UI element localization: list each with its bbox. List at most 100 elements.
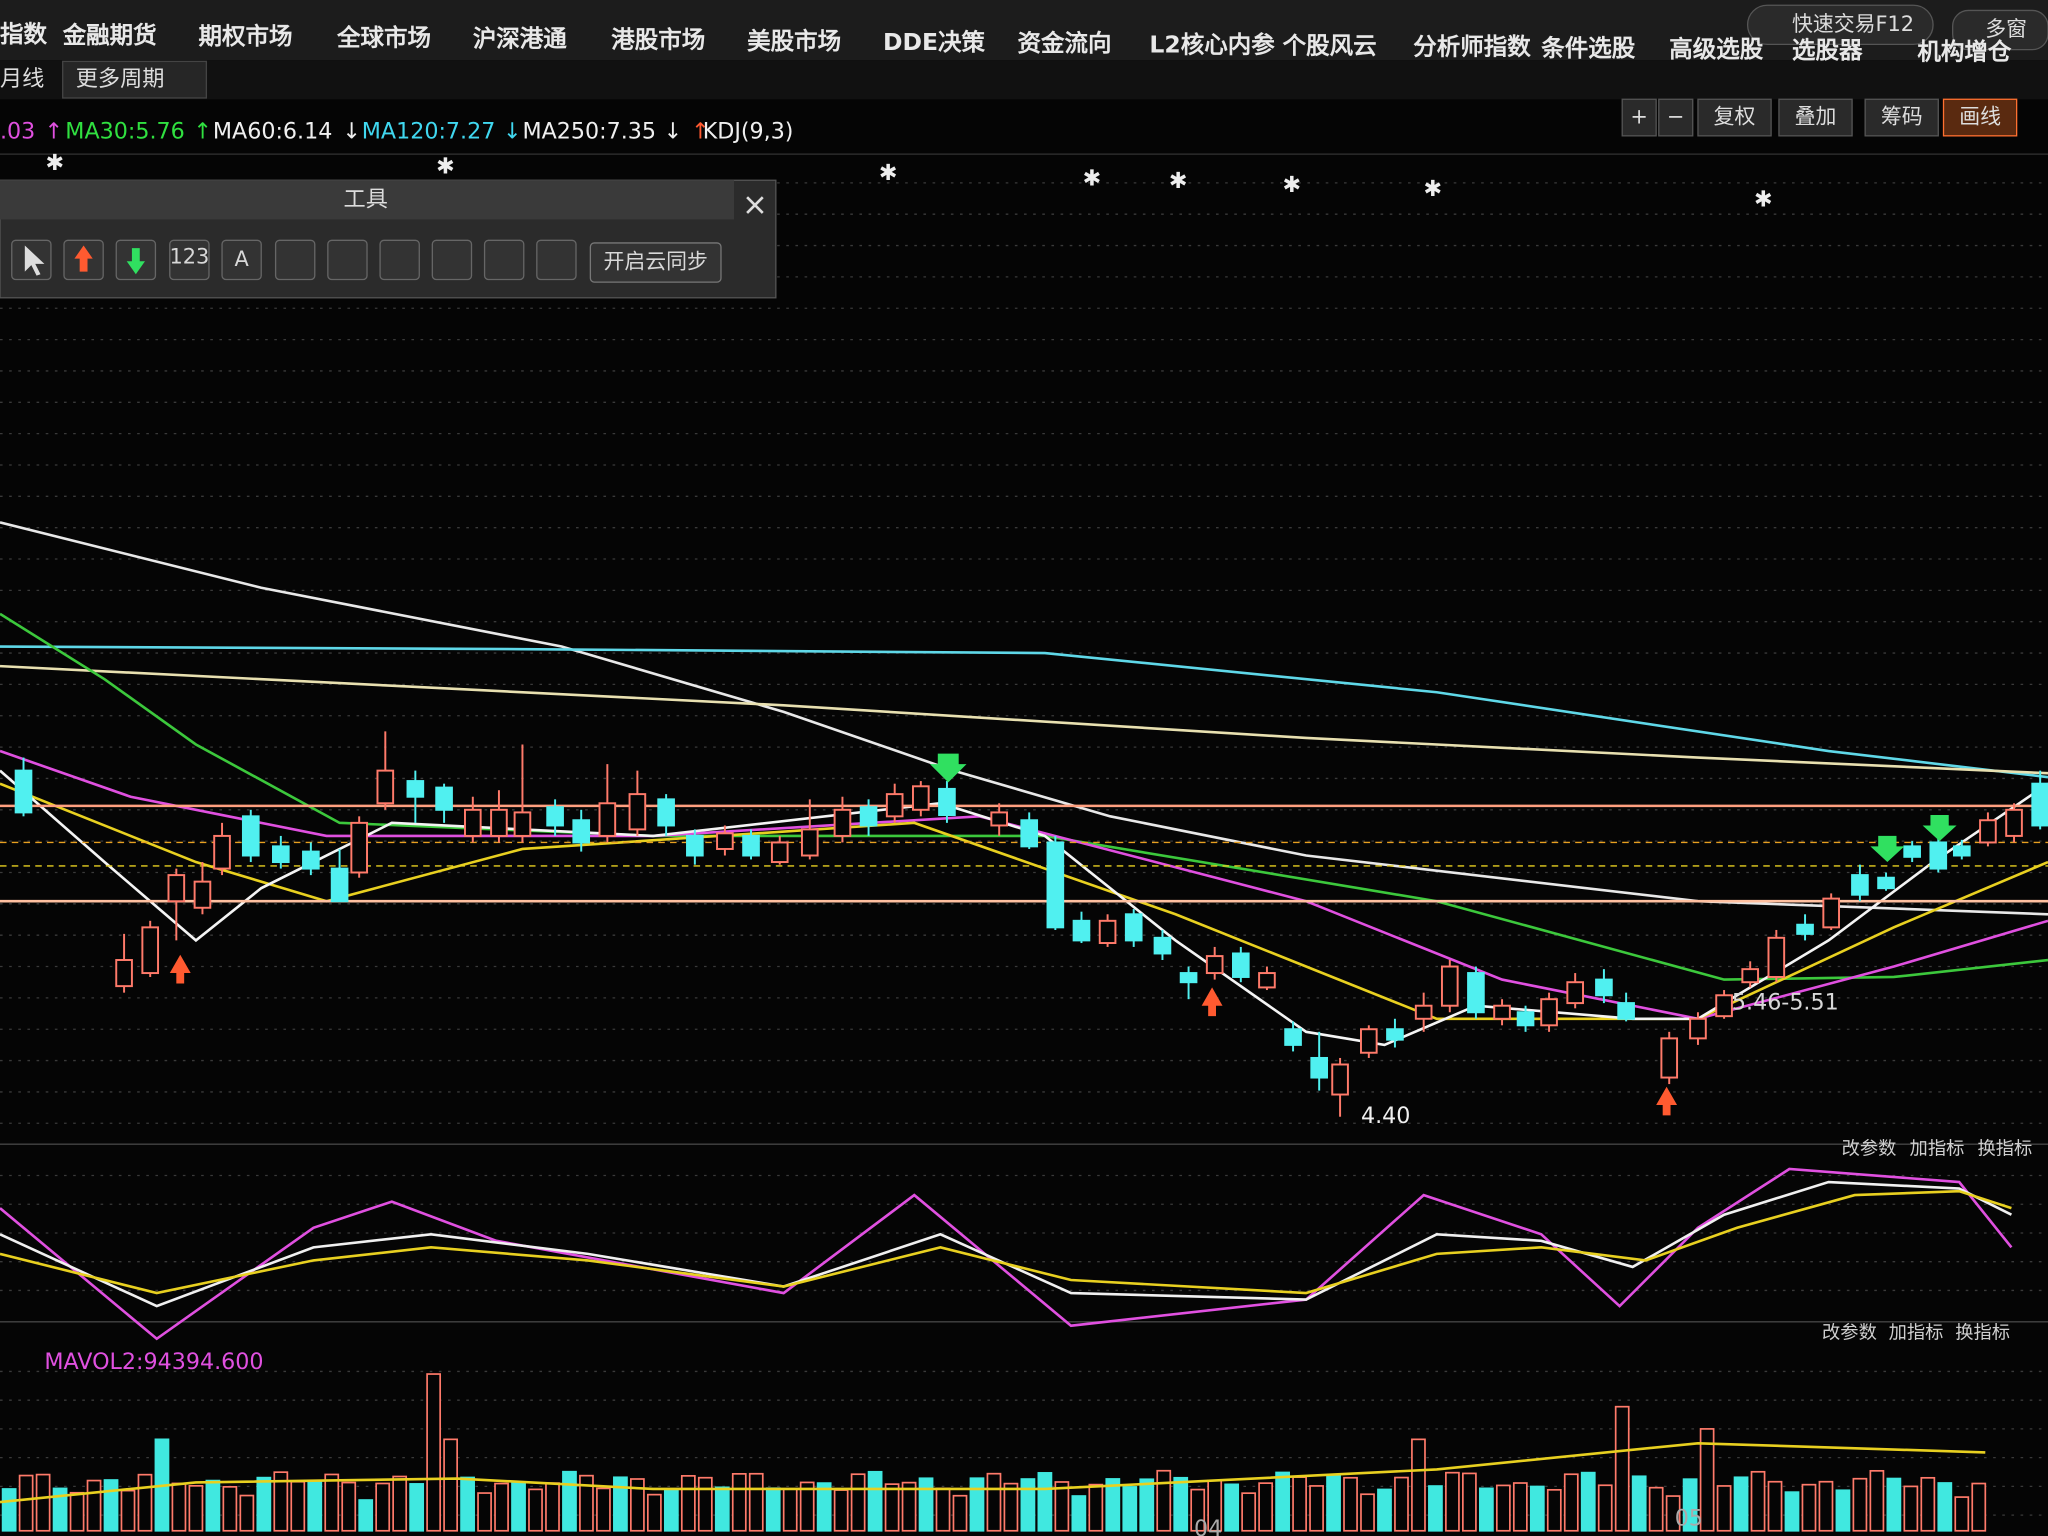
menu-item[interactable]: 高级选股 [1669, 35, 1763, 63]
volume-bar [392, 1475, 408, 1532]
volume-bar [1258, 1482, 1274, 1532]
panel-action[interactable]: 换指标 [1955, 1323, 2010, 1344]
menu-bar [0, 0, 2048, 61]
volume-bar [86, 1479, 102, 1532]
chart-tool-button[interactable] [1621, 98, 1657, 137]
volume-bar [137, 1473, 153, 1532]
candle-body [302, 850, 320, 870]
tool-button[interactable] [589, 242, 722, 283]
menu-item[interactable]: 指数 [0, 20, 47, 48]
chart-tool-label[interactable]: − [1667, 105, 1685, 129]
chart-tool-label[interactable]: 筹码 [1881, 105, 1923, 129]
tool-button[interactable] [536, 239, 577, 281]
tool-label[interactable]: 开启云同步 [603, 250, 707, 274]
menu-item[interactable]: 期权市场 [199, 22, 293, 50]
chart-tool-label[interactable]: 画线 [1959, 105, 2001, 129]
candle-body [1715, 994, 1733, 1018]
menu-item[interactable]: 沪深港通 [473, 24, 567, 52]
chart-tool-button[interactable] [1864, 98, 1939, 137]
low-price-annotation: 4.40 [1361, 1103, 1410, 1129]
chart-tool-label[interactable]: 复权 [1714, 105, 1756, 129]
menu-item[interactable]: DDE决策 [883, 28, 986, 56]
menu-item[interactable]: 选股器 [1792, 36, 1863, 64]
volume-bar [663, 1487, 679, 1532]
trend-arrow: ↓ [664, 118, 683, 144]
volume-bar [358, 1499, 374, 1532]
panel-action[interactable]: 改参数 [1842, 1138, 1897, 1159]
period-tab-label[interactable]: 更多周期 [76, 66, 165, 92]
tool-button[interactable] [169, 239, 210, 281]
volume-bar [850, 1473, 866, 1532]
volume-bar [562, 1470, 577, 1532]
candle-body [1020, 819, 1039, 848]
tool-panel-title: 工具 [344, 186, 388, 212]
close-icon[interactable] [746, 196, 764, 214]
tool-label[interactable]: 123 [169, 244, 209, 268]
kdj-k-line [0, 1180, 2013, 1308]
candle-body [14, 769, 33, 814]
candle-body [859, 806, 878, 827]
menu-item[interactable]: 资金流向 [1017, 29, 1111, 57]
candle-body [1386, 1028, 1404, 1041]
candle-body [990, 811, 1008, 827]
panel-action[interactable]: 加指标 [1910, 1138, 1965, 1159]
menu-item[interactable]: 分析师指数 [1413, 33, 1531, 61]
volume-bar [494, 1482, 509, 1532]
panel-action[interactable]: 改参数 [1822, 1323, 1877, 1344]
period-tab[interactable] [62, 60, 208, 99]
candle-body [1741, 968, 1760, 984]
tool-button[interactable] [327, 239, 368, 281]
multi-window-label[interactable]: 多窗 [1985, 17, 2027, 41]
volume-bar [1224, 1483, 1240, 1532]
up-arrow-icon [74, 245, 93, 272]
tool-button[interactable] [431, 239, 473, 281]
volume-bar [680, 1475, 696, 1532]
tool-button[interactable] [379, 239, 420, 281]
panel-action[interactable]: 换指标 [1977, 1138, 2032, 1159]
menu-item[interactable]: 个股风云 [1283, 32, 1377, 60]
menu-item[interactable]: L2核心内参 [1149, 30, 1275, 58]
chart-tool-label[interactable]: + [1630, 105, 1648, 129]
volume-bar [579, 1474, 594, 1532]
quick-trade-label[interactable]: 快速交易F12 [1792, 12, 1914, 36]
chart-tool-button[interactable] [1658, 98, 1694, 137]
volume-bar [443, 1438, 458, 1532]
chart-tool-button[interactable] [1697, 98, 1772, 137]
volume-bar [1886, 1477, 1902, 1532]
event-marker: ✱ [1282, 172, 1301, 198]
volume-bar [613, 1476, 628, 1532]
menu-item[interactable]: 美股市场 [747, 27, 841, 55]
volume-bar [1750, 1470, 1766, 1532]
event-marker: ✱ [879, 160, 898, 186]
volume-bar [986, 1472, 1002, 1532]
volume-bar [1512, 1482, 1528, 1532]
quick-trade-button[interactable] [1746, 4, 1934, 46]
event-marker: ✱ [1424, 176, 1443, 202]
chart-tool-label[interactable]: 叠加 [1795, 105, 1837, 129]
chart-tool-button[interactable] [1942, 98, 2018, 137]
period-tab-label[interactable]: 月线 [0, 66, 44, 92]
tool-button[interactable] [221, 239, 262, 281]
candle-body [1414, 1004, 1433, 1020]
volume-bar [256, 1476, 272, 1532]
volume-bar [1377, 1488, 1392, 1532]
volume-bar [1462, 1472, 1477, 1532]
tool-button[interactable] [483, 239, 525, 281]
menu-item[interactable]: 机构增仓 [1917, 37, 2011, 65]
tool-button[interactable] [274, 239, 316, 281]
menu-item[interactable]: 港股市场 [611, 26, 705, 54]
indicator-label: MA250:7.35 [522, 118, 656, 144]
volume-bar [1920, 1476, 1936, 1532]
menu-item[interactable]: 条件选股 [1541, 34, 1635, 62]
menu-item[interactable]: 金融期货 [62, 21, 157, 49]
candle-body [1258, 972, 1276, 989]
ma-line [0, 769, 2048, 1047]
tool-label[interactable]: A [234, 247, 249, 271]
panel-action[interactable]: 加指标 [1889, 1323, 1944, 1344]
ma-line [0, 664, 2048, 775]
chart-tool-button[interactable] [1778, 98, 1853, 137]
volume-bar [120, 1489, 136, 1532]
menu-item[interactable]: 全球市场 [336, 23, 431, 51]
candle-body [1595, 978, 1613, 997]
